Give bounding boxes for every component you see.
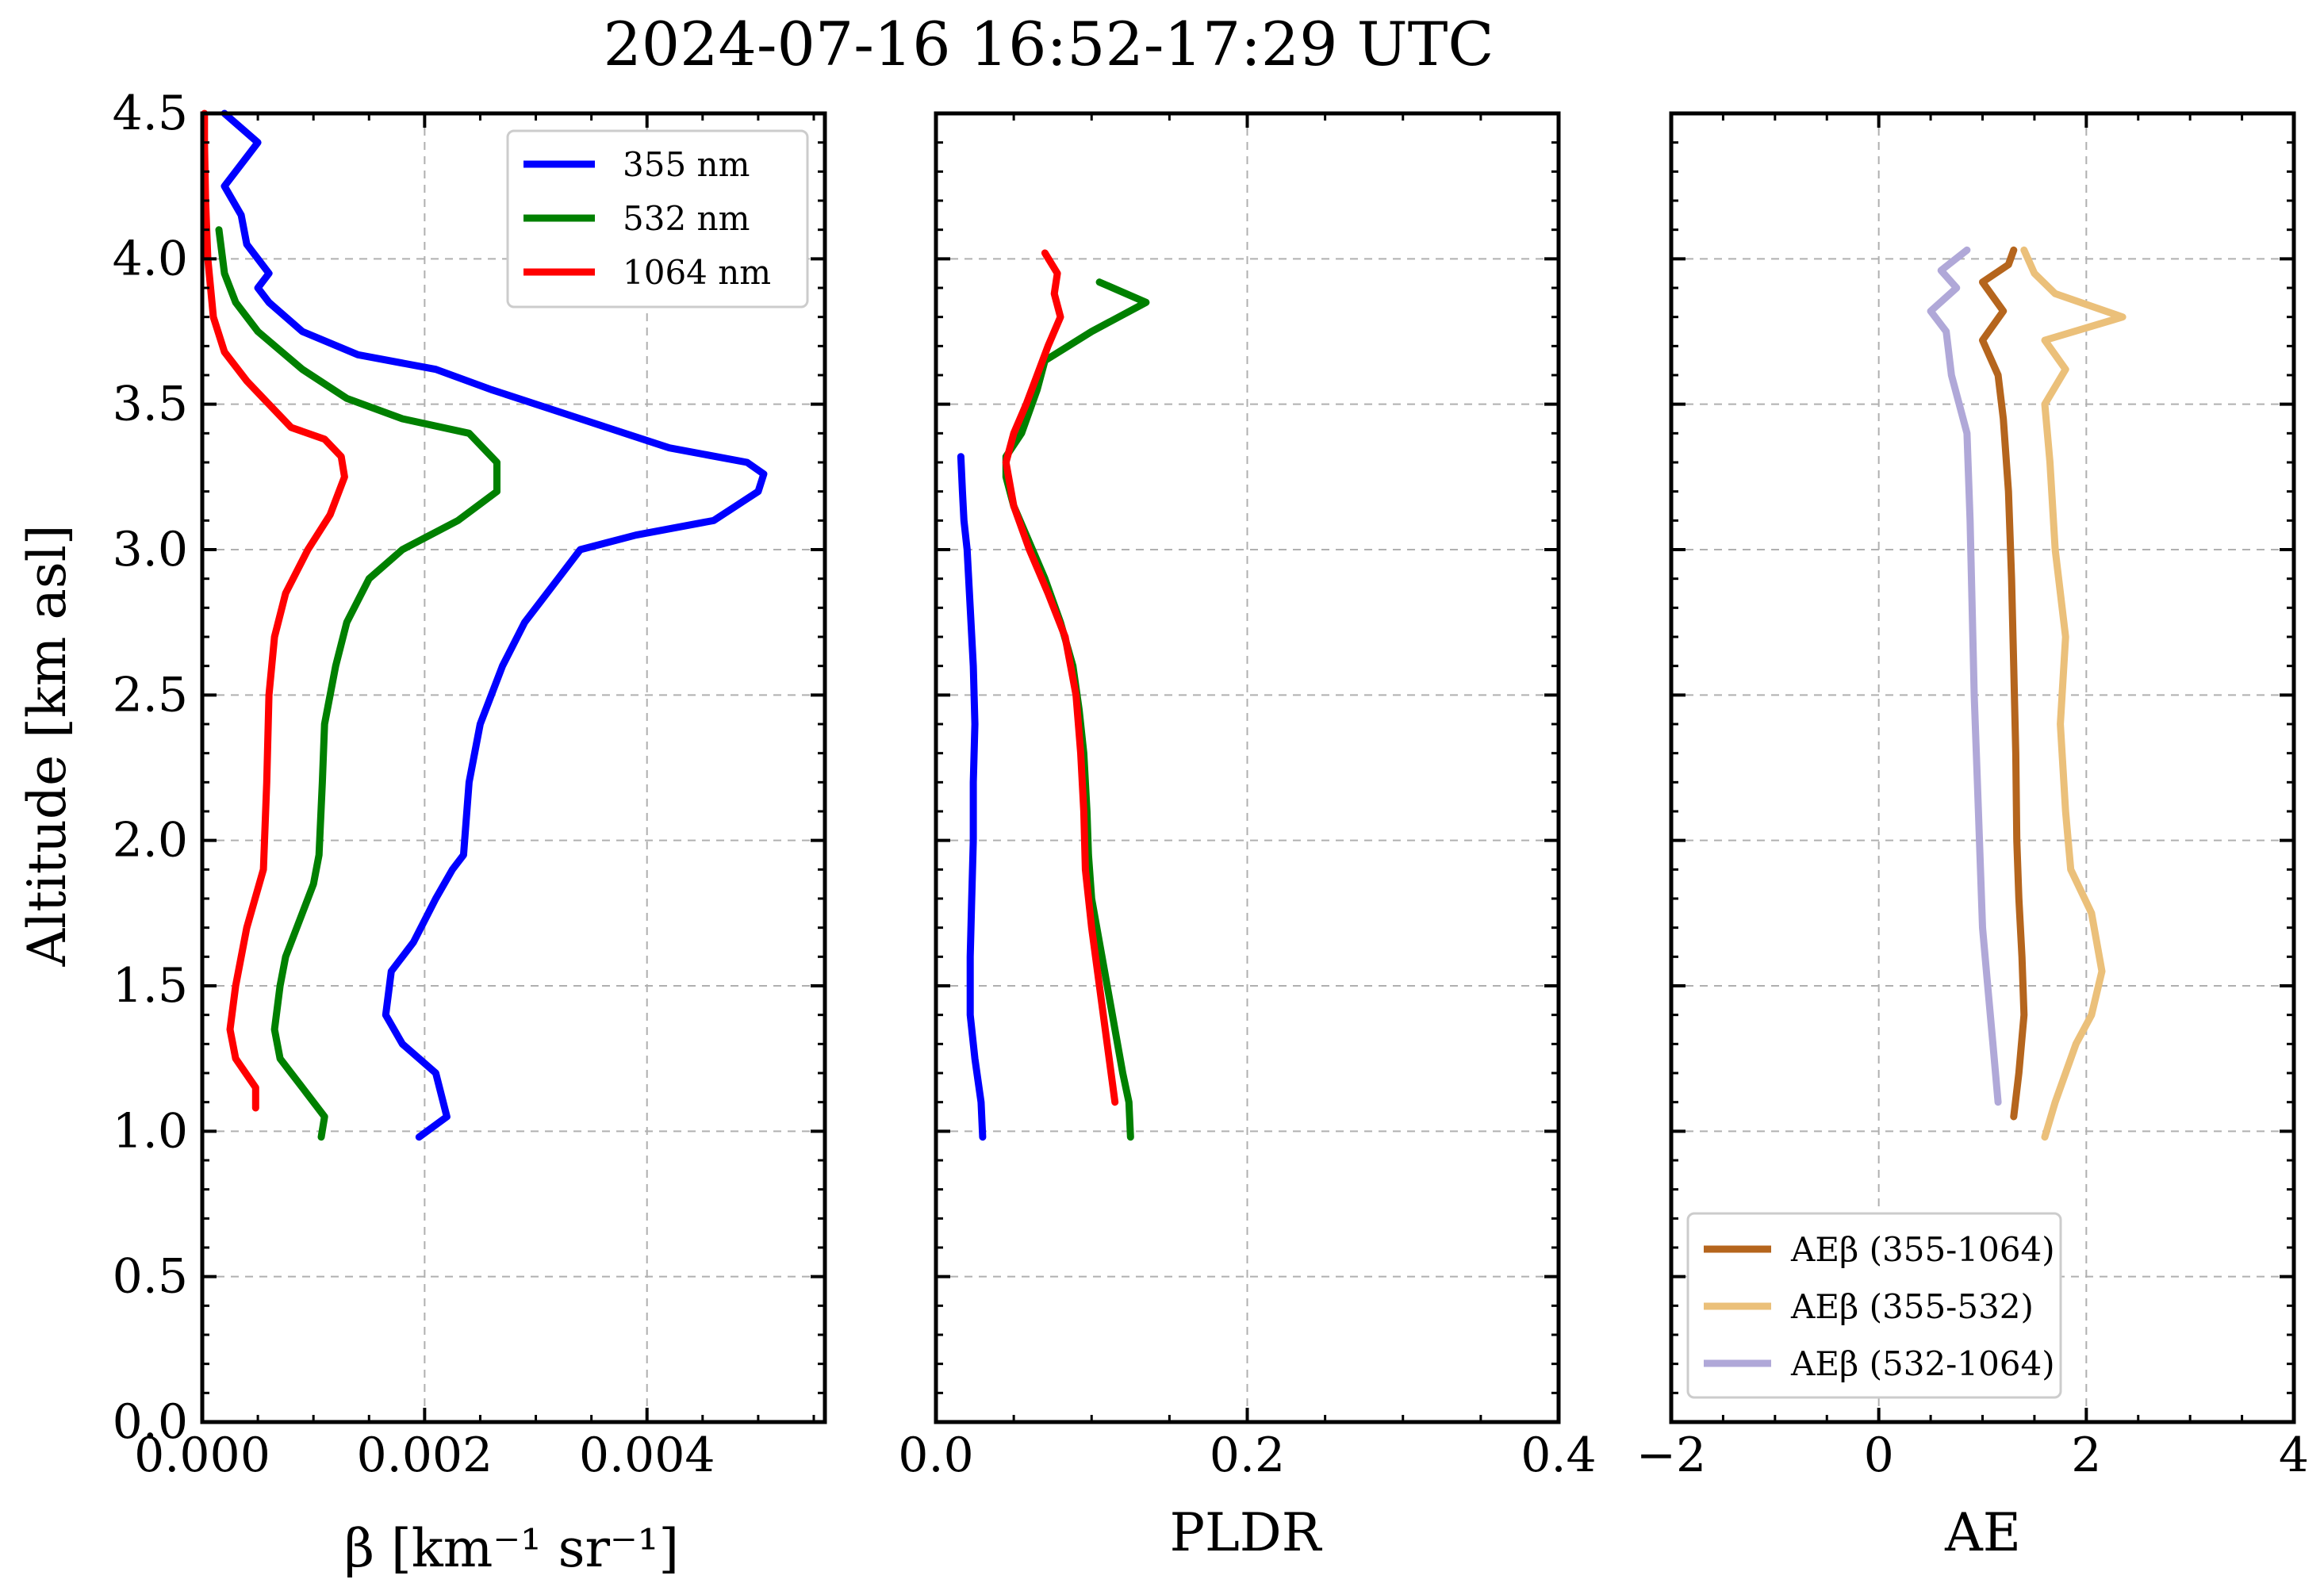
series-pldr-2 (1002, 249, 1119, 1106)
x-tick-label: −2 (1636, 1428, 1706, 1483)
legend-label: 355 nm (623, 145, 750, 184)
y-tick-label: 2.0 (113, 813, 188, 868)
legend-box (1686, 1212, 2062, 1399)
x-tick-label: 0.4 (1521, 1428, 1596, 1483)
legend-label: AEβ (355-532) (1790, 1287, 2034, 1326)
x-tick-label: 0.2 (1210, 1428, 1285, 1483)
x-tick-label: 0.0 (898, 1428, 973, 1483)
legend-box (506, 129, 809, 309)
series-pldr-0 (957, 453, 987, 1141)
panel-pldr: 0.0 0.2 0.4 (898, 111, 1597, 1483)
y-tick-label: 0.5 (113, 1249, 188, 1305)
legend-label: 532 nm (623, 199, 750, 238)
x-tick-label: 0.000 (134, 1428, 270, 1483)
x-tick-label: 0.002 (356, 1428, 493, 1483)
series-backscatter-1 (215, 226, 500, 1141)
x-axis-label-backscatter: β [km⁻¹ sr⁻¹] (344, 1518, 679, 1579)
x-tick-label: 2 (2071, 1428, 2101, 1483)
y-tick-label: 4.0 (113, 231, 188, 286)
legend-label: AEβ (355-1064) (1790, 1230, 2055, 1269)
panel-angstrom: −2 0 2 4 AEβ (355-1064) AEβ (355-532) AEβ (532… (1636, 111, 2309, 1483)
series-angstrom-0 (1979, 246, 2028, 1121)
y-tick-label: 1.5 (113, 958, 188, 1014)
series-angstrom-2 (1927, 246, 2002, 1106)
panel-backscatter: 0.0 0.5 1.0 1.5 2.0 2.5 3.0 3.5 4.0 4.5 0.000 0.002… (113, 86, 827, 1483)
x-axis-label-angstrom: AE (1944, 1502, 2021, 1563)
series-backscatter-0 (221, 109, 768, 1141)
legend-label: 1064 nm (623, 253, 771, 292)
y-tick-label: 3.5 (113, 377, 188, 432)
series-angstrom-1 (2020, 246, 2126, 1141)
axes-frame (934, 111, 1561, 1424)
figure-title: 2024-07-16 16:52-17:29 UTC (603, 9, 1494, 79)
y-tick-label: 1.0 (113, 1103, 188, 1159)
y-axis-label: Altitude [km asl] (17, 524, 78, 967)
x-axis-label-pldr: PLDR (1170, 1502, 1323, 1563)
y-tick-label: 0.0 (113, 1394, 188, 1450)
x-tick-label: 4 (2279, 1428, 2309, 1483)
legend-label: AEβ (532-1064) (1790, 1344, 2055, 1383)
x-tick-label: 0 (1864, 1428, 1894, 1483)
y-tick-label: 4.5 (113, 86, 188, 141)
x-tick-label: 0.004 (579, 1428, 715, 1483)
series-backscatter-2 (201, 109, 348, 1112)
y-tick-label: 2.5 (113, 667, 188, 723)
axes-frame (200, 111, 827, 1424)
y-tick-label: 3.0 (113, 522, 188, 577)
